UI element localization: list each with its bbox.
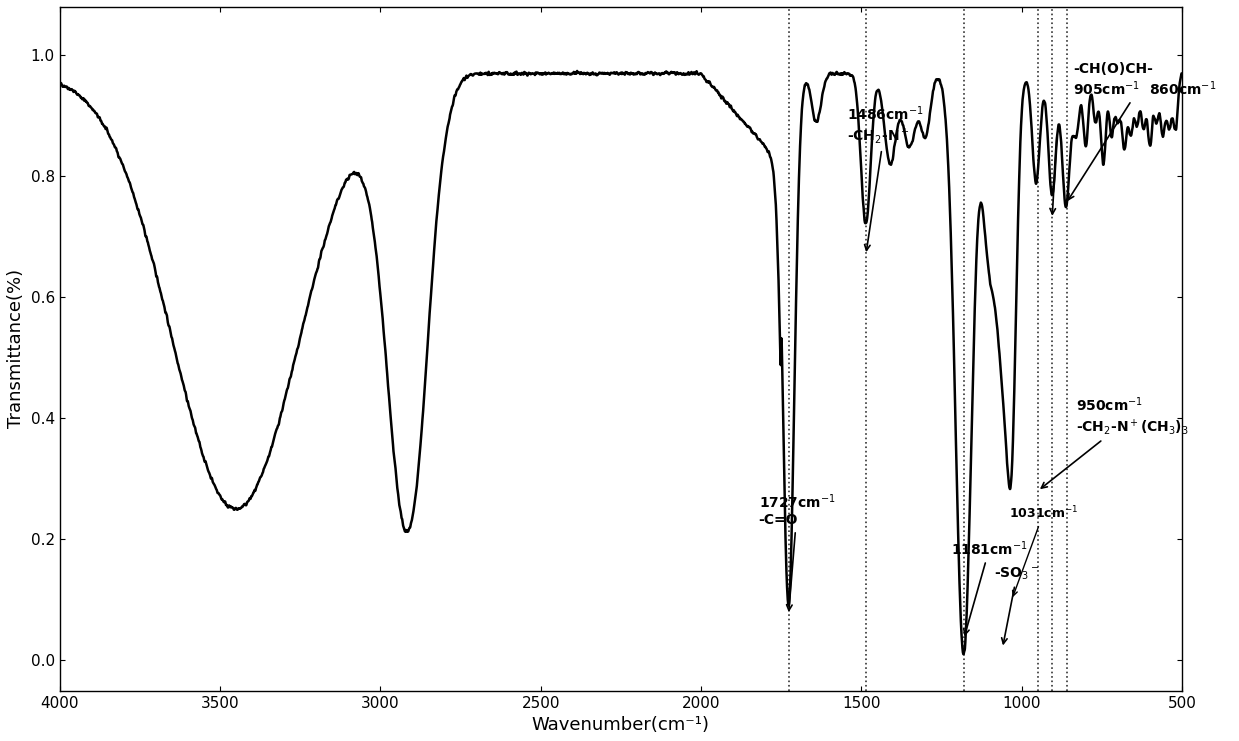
Text: 1031cm$^{-1}$: 1031cm$^{-1}$ xyxy=(1009,505,1078,596)
Text: 1181cm$^{-1}$: 1181cm$^{-1}$ xyxy=(952,539,1028,635)
Y-axis label: Transmittance(%): Transmittance(%) xyxy=(7,269,25,428)
X-axis label: Wavenumber(cm⁻¹): Wavenumber(cm⁻¹) xyxy=(532,716,710,734)
Text: 950cm$^{-1}$
-CH$_2$-N$^+$(CH$_3$)$_3$: 950cm$^{-1}$ -CH$_2$-N$^+$(CH$_3$)$_3$ xyxy=(1041,395,1189,488)
Text: -CH(O)CH-
905cm$^{-1}$  860cm$^{-1}$: -CH(O)CH- 905cm$^{-1}$ 860cm$^{-1}$ xyxy=(1068,62,1217,199)
Text: 1727cm$^{-1}$
-C=O: 1727cm$^{-1}$ -C=O xyxy=(758,493,835,611)
Text: -SO$_3$$^-$: -SO$_3$$^-$ xyxy=(995,565,1040,644)
Text: 1486cm$^{-1}$
-CH$_2$-N$^+$: 1486cm$^{-1}$ -CH$_2$-N$^+$ xyxy=(847,105,924,250)
